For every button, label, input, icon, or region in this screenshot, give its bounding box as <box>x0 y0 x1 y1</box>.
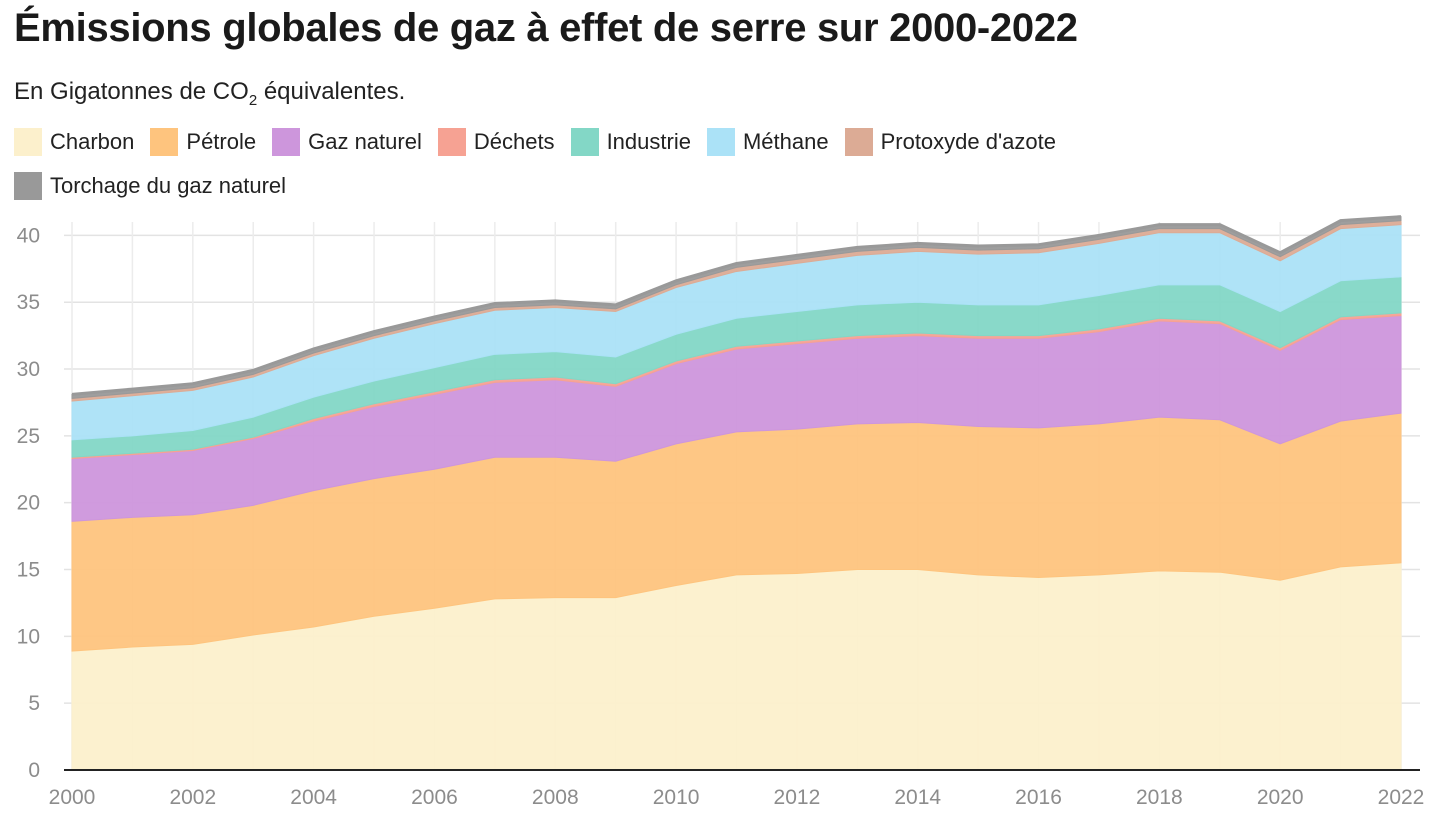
chart-legend: Charbon Pétrole Gaz naturel Déchets Industri… <box>14 128 1214 200</box>
chart-subtitle: En Gigatonnes de CO2 équivalentes. <box>14 78 405 109</box>
x-tick-label: 2018 <box>1136 786 1183 809</box>
legend-label-methane: Méthane <box>742 129 829 154</box>
legend-item-industrie: Industrie <box>570 128 691 156</box>
legend-swatch-torchage-du-gaz-naturel <box>14 172 42 200</box>
legend-item-dechets: Déchets <box>437 128 555 156</box>
y-tick-label: 20 <box>17 492 40 515</box>
legend-swatch-charbon <box>14 128 42 156</box>
area-top-edge <box>71 215 1402 396</box>
legend-swatch-petrole <box>150 128 179 156</box>
x-tick-label: 2014 <box>894 786 941 809</box>
x-tick-label: 2002 <box>169 786 216 809</box>
subtitle-suffix: équivalentes. <box>257 78 406 105</box>
subtitle-prefix: En Gigatonnes de CO <box>14 78 249 105</box>
x-tick-label: 2000 <box>49 786 96 809</box>
x-tick-label: 2004 <box>290 786 337 809</box>
legend-item-protoxyde-d-azote: Protoxyde d'azote <box>844 128 1056 156</box>
legend-item-torchage-du-gaz-naturel: Torchage du gaz naturel <box>14 172 286 200</box>
legend-label-protoxyde-d-azote: Protoxyde d'azote <box>880 129 1056 154</box>
legend-item-gaz-naturel: Gaz naturel <box>272 128 422 156</box>
legend-swatch-dechets <box>437 128 466 156</box>
x-tick-label: 2010 <box>653 786 700 809</box>
y-tick-label: 5 <box>28 692 40 715</box>
x-tick-label: 2008 <box>532 786 579 809</box>
legend-swatch-industrie <box>570 128 599 156</box>
legend-label-petrole: Pétrole <box>186 129 257 154</box>
x-tick-label: 2006 <box>411 786 458 809</box>
legend-swatch-gaz-naturel <box>272 128 301 156</box>
y-tick-label: 15 <box>17 559 40 582</box>
legend-label-torchage-du-gaz-naturel: Torchage du gaz naturel <box>50 173 287 198</box>
legend-label-dechets: Déchets <box>473 129 555 154</box>
y-tick-label: 10 <box>17 625 40 648</box>
x-tick-label: 2022 <box>1378 786 1425 809</box>
y-tick-label: 25 <box>17 425 40 448</box>
x-tick-label: 2020 <box>1257 786 1304 809</box>
x-tick-label: 2012 <box>774 786 821 809</box>
y-tick-label: 40 <box>17 224 40 247</box>
legend-swatch-protoxyde-d-azote <box>844 128 873 156</box>
y-tick-label: 35 <box>17 291 40 314</box>
legend-swatch-methane <box>706 128 735 156</box>
legend-label-gaz-naturel: Gaz naturel <box>308 129 422 154</box>
legend-label-charbon: Charbon <box>50 129 135 154</box>
legend-item-petrole: Pétrole <box>150 128 256 156</box>
legend-item-methane: Méthane <box>706 128 829 156</box>
y-tick-label: 0 <box>28 759 40 782</box>
legend-label-industrie: Industrie <box>606 129 691 154</box>
chart-title: Émissions globales de gaz à effet de ser… <box>14 6 1078 50</box>
legend-item-charbon: Charbon <box>14 128 134 156</box>
subtitle-subscript: 2 <box>248 91 258 109</box>
y-tick-label: 30 <box>17 358 40 381</box>
area-series <box>71 215 1402 771</box>
x-tick-label: 2016 <box>1015 786 1062 809</box>
